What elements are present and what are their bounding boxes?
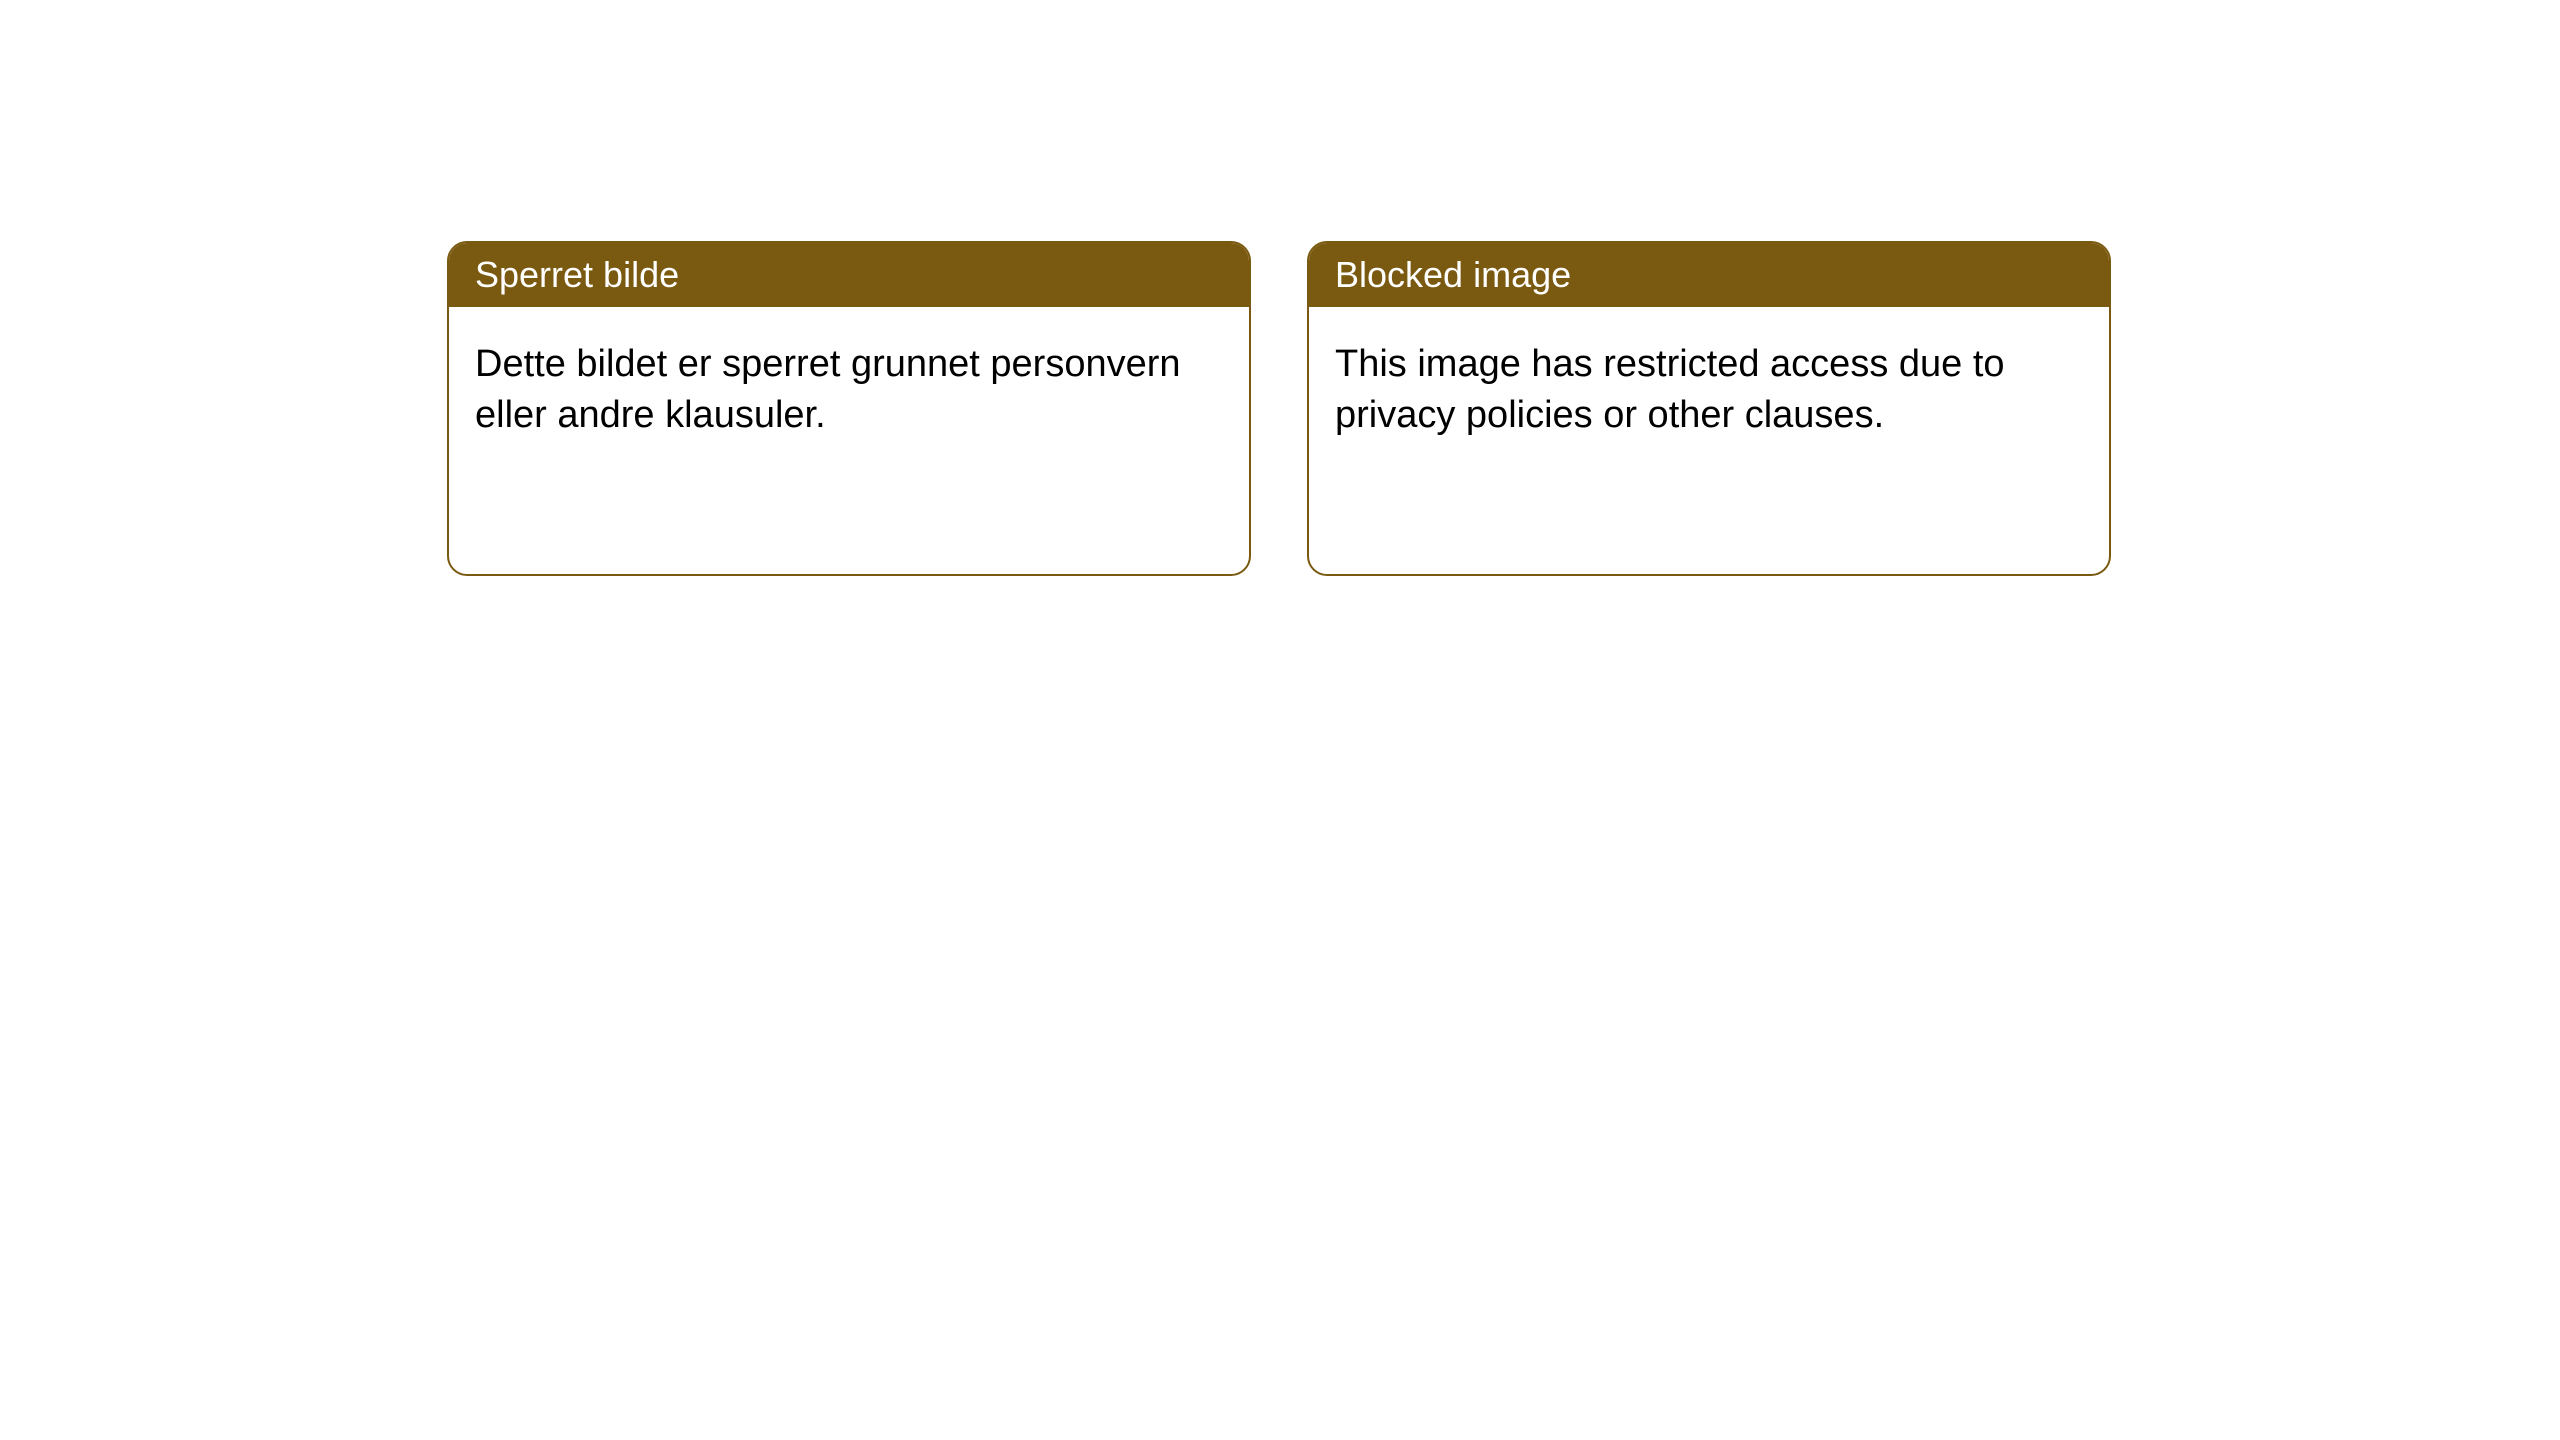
- notice-title-english: Blocked image: [1309, 243, 2109, 307]
- notice-container: Sperret bilde Dette bildet er sperret gr…: [0, 0, 2560, 576]
- notice-box-english: Blocked image This image has restricted …: [1307, 241, 2111, 576]
- notice-body-norwegian: Dette bildet er sperret grunnet personve…: [449, 307, 1249, 474]
- notice-title-norwegian: Sperret bilde: [449, 243, 1249, 307]
- notice-body-english: This image has restricted access due to …: [1309, 307, 2109, 474]
- notice-box-norwegian: Sperret bilde Dette bildet er sperret gr…: [447, 241, 1251, 576]
